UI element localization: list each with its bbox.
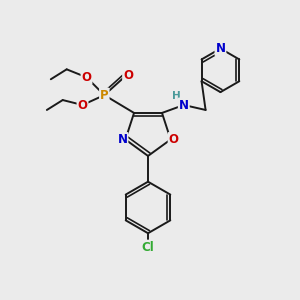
Text: H: H — [172, 91, 181, 101]
Text: P: P — [100, 88, 109, 102]
Text: Cl: Cl — [142, 241, 154, 254]
Text: N: N — [179, 98, 189, 112]
Text: O: O — [82, 71, 92, 84]
Text: O: O — [169, 133, 178, 146]
Text: N: N — [117, 133, 128, 146]
Text: N: N — [215, 42, 225, 55]
Text: O: O — [123, 69, 133, 82]
Text: O: O — [77, 98, 88, 112]
